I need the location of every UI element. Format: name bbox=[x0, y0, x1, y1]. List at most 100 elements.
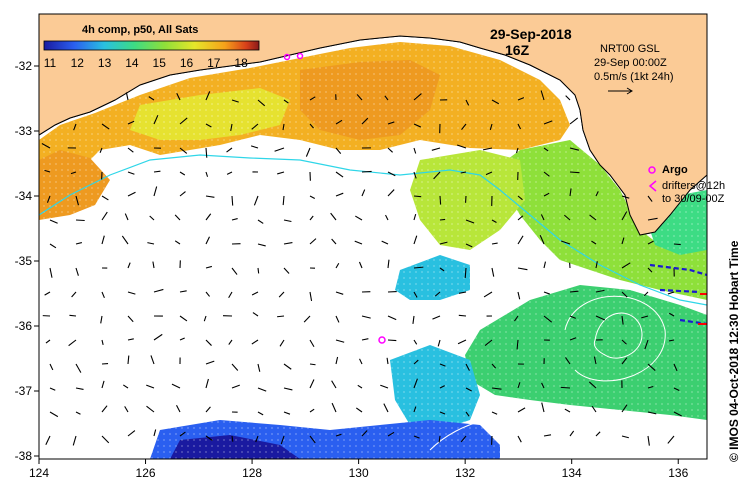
current-arrow bbox=[257, 387, 267, 392]
current-arrow bbox=[257, 219, 264, 224]
current-arrow bbox=[283, 387, 293, 391]
current-arrow bbox=[361, 170, 372, 173]
y-tick-label: -37 bbox=[15, 384, 33, 398]
argo-legend-icon bbox=[648, 166, 656, 174]
current-arrow bbox=[517, 267, 528, 271]
current-arrow bbox=[361, 117, 369, 125]
current-arrow bbox=[439, 363, 446, 367]
current-arrow bbox=[540, 214, 545, 221]
map-date: 29-Sep-2018 bbox=[490, 26, 572, 42]
info-line-2: 29-Sep 00:00Z bbox=[594, 57, 667, 69]
current-arrow bbox=[433, 171, 441, 180]
current-arrow bbox=[309, 363, 316, 366]
colorbar-tick-label: 15 bbox=[153, 56, 167, 70]
current-arrow bbox=[458, 291, 467, 294]
current-arrow bbox=[153, 333, 163, 341]
current-arrow bbox=[75, 195, 79, 206]
current-arrow bbox=[595, 315, 606, 321]
colorbar-tick-label: 17 bbox=[207, 56, 221, 70]
current-arrow bbox=[589, 214, 597, 221]
current-arrow bbox=[438, 435, 441, 443]
current-arrow bbox=[274, 147, 285, 152]
map-time: 16Z bbox=[505, 42, 530, 58]
current-arrow bbox=[148, 96, 155, 101]
current-arrow bbox=[465, 219, 475, 224]
current-arrow bbox=[569, 188, 572, 197]
colorbar-ticks: 11 12 13 14 15 16 17 18 bbox=[44, 56, 248, 70]
current-arrow bbox=[591, 240, 597, 245]
current-arrow bbox=[205, 291, 211, 297]
current-arrow bbox=[231, 363, 239, 371]
current-arrow bbox=[621, 315, 624, 325]
current-arrow bbox=[174, 214, 181, 221]
current-arrow bbox=[179, 171, 186, 176]
current-arrow bbox=[413, 123, 422, 128]
current-arrow bbox=[560, 386, 571, 389]
current-arrow bbox=[335, 433, 342, 437]
current-arrow bbox=[667, 435, 675, 444]
current-arrow bbox=[101, 235, 105, 245]
current-arrow bbox=[621, 237, 625, 245]
current-arrow bbox=[335, 315, 340, 323]
current-arrow bbox=[205, 123, 212, 128]
current-arrow bbox=[330, 212, 337, 221]
current-arrow bbox=[205, 195, 215, 198]
current-arrow bbox=[541, 402, 545, 413]
current-arrow bbox=[384, 95, 389, 101]
current-arrow bbox=[387, 121, 395, 125]
colorbar: 4h comp, p50, All Sats 11 12 13 14 15 16 17 18 bbox=[43, 24, 260, 70]
current-arrow bbox=[412, 315, 415, 324]
x-tick-label: 124 bbox=[29, 466, 49, 480]
current-arrow bbox=[205, 406, 211, 413]
x-tick-label: 130 bbox=[349, 466, 369, 480]
current-arrow bbox=[205, 91, 211, 101]
current-arrow bbox=[563, 214, 571, 221]
current-arrow bbox=[569, 315, 576, 319]
current-arrow bbox=[231, 267, 238, 275]
current-arrow bbox=[641, 315, 649, 319]
sst-layer bbox=[39, 14, 707, 459]
current-arrow bbox=[150, 355, 155, 365]
current-arrow bbox=[335, 119, 343, 125]
current-arrow bbox=[355, 407, 363, 413]
current-arrow bbox=[176, 405, 181, 413]
current-arrow bbox=[205, 236, 210, 245]
current-arrow bbox=[179, 117, 188, 125]
current-arrow bbox=[127, 355, 130, 365]
current-arrow bbox=[283, 219, 292, 223]
current-arrow bbox=[413, 171, 417, 179]
current-arrow bbox=[457, 339, 467, 345]
current-vectors bbox=[41, 90, 682, 446]
current-arrow bbox=[257, 411, 264, 416]
current-arrow bbox=[335, 356, 339, 365]
current-arrow bbox=[179, 337, 185, 341]
colorbar-tick-label: 16 bbox=[180, 56, 194, 70]
current-arrow bbox=[252, 312, 259, 317]
current-arrow bbox=[335, 171, 344, 178]
current-arrow bbox=[514, 315, 519, 322]
current-arrow bbox=[465, 99, 470, 106]
current-arrow bbox=[124, 213, 129, 221]
drifter-red-markers bbox=[698, 293, 707, 325]
current-arrow bbox=[251, 123, 259, 130]
current-arrow bbox=[387, 171, 396, 177]
current-arrow bbox=[49, 411, 59, 418]
current-arrow bbox=[465, 363, 470, 371]
current-arrow bbox=[540, 90, 545, 101]
colorbar-gradient bbox=[43, 40, 260, 51]
current-arrow bbox=[44, 291, 51, 296]
current-arrow bbox=[491, 219, 497, 224]
current-arrow bbox=[257, 99, 266, 107]
current-arrow bbox=[335, 262, 340, 269]
current-arrow bbox=[231, 218, 238, 221]
current-arrow bbox=[179, 431, 186, 437]
current-arrow bbox=[593, 356, 597, 365]
current-arrow bbox=[543, 315, 553, 323]
current-arrow bbox=[309, 291, 313, 302]
current-arrow bbox=[331, 402, 337, 413]
argo-floats bbox=[283, 52, 386, 344]
current-arrow bbox=[127, 120, 135, 125]
current-arrow bbox=[543, 120, 553, 125]
current-arrow bbox=[355, 215, 363, 221]
current-arrow bbox=[303, 315, 311, 323]
